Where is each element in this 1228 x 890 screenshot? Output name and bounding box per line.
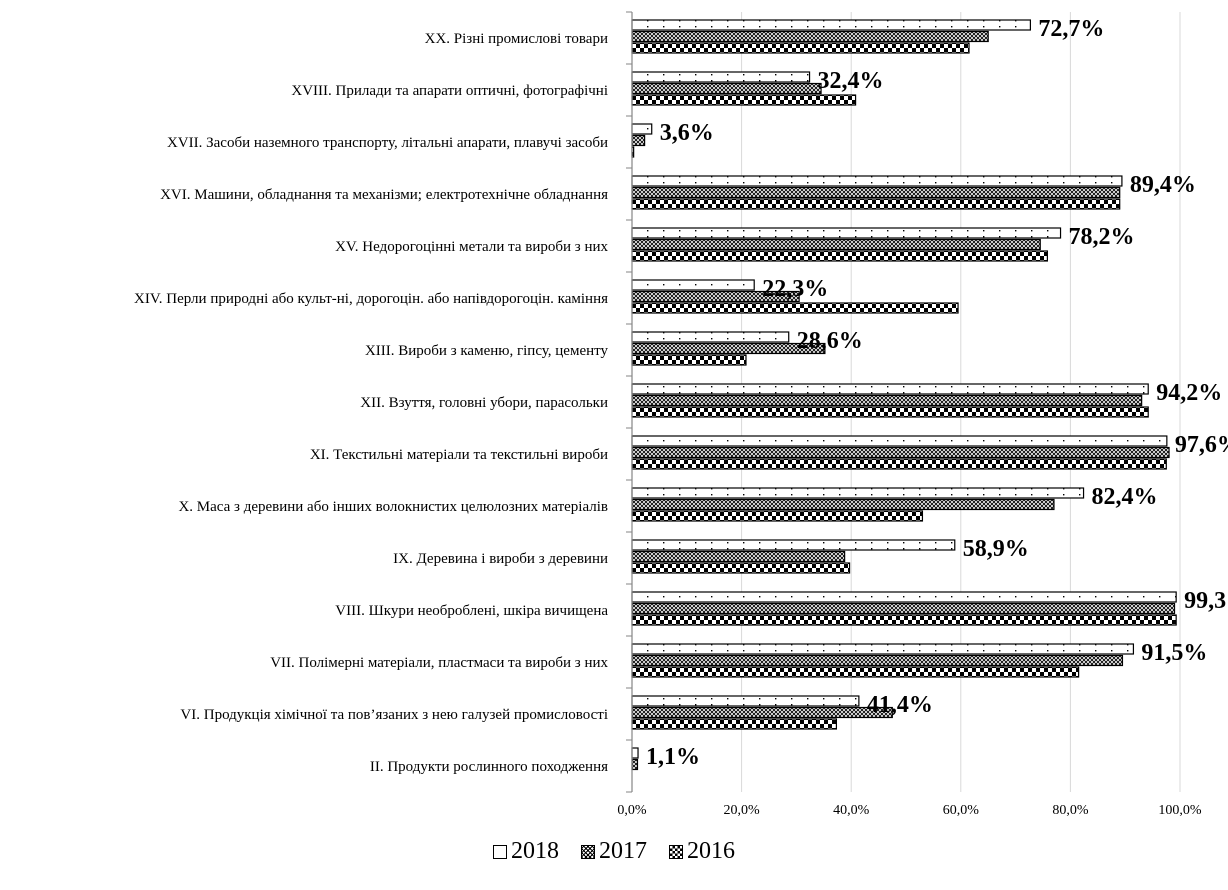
axes	[626, 11, 633, 793]
bar-2017	[631, 238, 1041, 251]
bar-2018	[631, 123, 653, 135]
bar-2017	[631, 30, 989, 43]
bar-2016	[631, 302, 959, 314]
category-label: XVIII. Прилади та апарати оптичні, фотог…	[291, 83, 608, 99]
data-label: 89,4%	[1130, 172, 1196, 198]
legend-item-2018: 2018	[493, 838, 559, 865]
category-label: XIV. Перли природні або культ-ні, дорого…	[134, 291, 608, 307]
legend-label-2018: 2018	[511, 838, 559, 864]
legend-label-2016: 2016	[687, 838, 735, 864]
bar-2017	[631, 706, 893, 719]
bar-2017	[631, 758, 639, 771]
bar-2017	[631, 394, 1143, 407]
category-label: XI. Текстильні матеріали та текстильні в…	[310, 447, 608, 463]
category-label: IX. Деревина і вироби з деревини	[393, 551, 608, 567]
bar-2018	[631, 19, 1031, 31]
x-tick-label: 20,0%	[724, 803, 761, 818]
data-label: 22,3%	[762, 276, 828, 302]
data-label: 41,4%	[867, 692, 933, 718]
bar-2018	[631, 435, 1168, 447]
bar-2018	[631, 175, 1123, 187]
data-label: 82,4%	[1092, 484, 1158, 510]
bar-2016	[631, 562, 851, 574]
bar-2016	[631, 198, 1121, 210]
category-label: XV. Недорогоцінні метали та вироби з них	[335, 239, 608, 255]
data-label: 3,6%	[660, 120, 714, 146]
data-label: 32,4%	[818, 68, 884, 94]
bar-2018	[631, 747, 639, 759]
legend-item-2017: 2017	[581, 838, 647, 865]
bar-2016	[631, 666, 1080, 678]
legend-swatch-2017	[581, 845, 595, 860]
bar-2018	[631, 279, 755, 291]
bar-2017	[631, 446, 1170, 459]
bar-2018	[631, 331, 790, 343]
x-tick-label: 0,0%	[617, 803, 647, 818]
category-label: X. Маса з деревини або інших волокнистих…	[178, 499, 608, 515]
bars	[631, 19, 1177, 771]
bar-2016	[631, 250, 1048, 262]
category-label: XVII. Засоби наземного транспорту, літал…	[167, 135, 608, 151]
bar-2018	[631, 383, 1149, 395]
bar-2016	[631, 458, 1167, 470]
bar-2016	[631, 94, 857, 106]
category-label: XX. Різні промислові товари	[425, 31, 608, 47]
category-label: VII. Полімерні матеріали, пластмаси та в…	[270, 655, 608, 671]
bar-2018	[631, 643, 1135, 655]
bar-2017	[631, 186, 1121, 199]
bar-2017	[631, 134, 646, 147]
bar-2016	[631, 42, 970, 54]
x-tick-label: 80,0%	[1052, 803, 1089, 818]
bar-2018	[631, 695, 860, 707]
bar-2018	[631, 591, 1177, 603]
data-label: 28,6%	[797, 328, 863, 354]
labels: 0,0% 20,0% 40,0% 60,0% 80,0% 100,0% XX. Різні …	[134, 16, 1228, 818]
category-label: II. Продукти рослинного походження	[370, 759, 608, 775]
data-label: 1,1%	[646, 744, 700, 770]
data-label: 94,2%	[1156, 380, 1222, 406]
legend-swatch-2016	[669, 845, 683, 860]
bar-2017	[631, 602, 1176, 615]
bar-2017	[631, 498, 1055, 511]
bar-2016	[631, 510, 924, 522]
data-label: 97,6%	[1175, 432, 1228, 458]
data-label: 91,5%	[1141, 640, 1207, 666]
bar-2018	[631, 539, 956, 551]
data-label: 58,9%	[963, 536, 1029, 562]
bar-2017	[631, 550, 846, 563]
bar-2016	[631, 718, 838, 730]
x-tick-label: 60,0%	[943, 803, 980, 818]
x-tick-label: 100,0%	[1158, 803, 1202, 818]
bar-2016	[631, 406, 1149, 418]
data-label: 78,2%	[1069, 224, 1135, 250]
bar-2017	[631, 82, 822, 95]
category-label: XII. Взуття, головні убори, парасольки	[360, 395, 608, 411]
category-label: VI. Продукція хімічної та пов’язаних з н…	[180, 707, 608, 723]
bar-2016	[631, 354, 747, 366]
bar-2016	[631, 614, 1177, 626]
legend-swatch-2018	[493, 845, 507, 860]
bar-2018	[631, 71, 811, 83]
bar-2017	[631, 654, 1124, 667]
category-label: XIII. Вироби з каменю, гіпсу, цементу	[365, 343, 609, 359]
x-tick-label: 40,0%	[833, 803, 870, 818]
category-label: VIII. Шкури необроблені, шкіра вичищена	[335, 603, 608, 619]
legend-label-2017: 2017	[599, 838, 647, 864]
data-label: 99,3%	[1184, 588, 1228, 614]
category-label: XVI. Машини, обладнання та механізми; ел…	[160, 187, 608, 203]
legend: 2018 2017 2016	[0, 838, 1228, 865]
data-label: 72,7%	[1038, 16, 1104, 42]
bar-2018	[631, 487, 1085, 499]
bar-2018	[631, 227, 1062, 239]
legend-item-2016: 2016	[669, 838, 735, 865]
